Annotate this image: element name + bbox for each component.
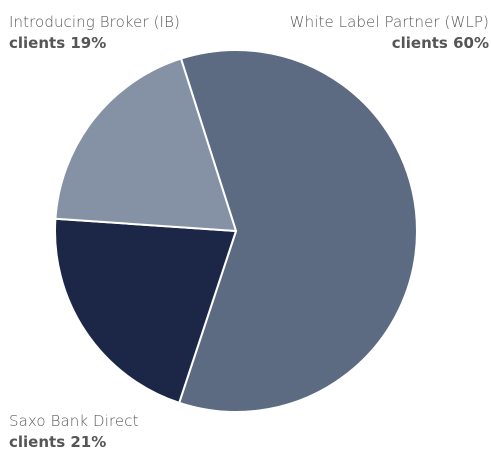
pie-slice-introducing-broker-ib [54,57,237,232]
label-introducing-broker-value: clients 19% [9,34,107,52]
label-introducing-broker-name: Introducing Broker (IB) [9,13,180,31]
pie-slices [54,49,418,413]
label-white-label-partner-name: White Label Partner (WLP) [289,13,489,31]
label-white-label-partner: White Label Partner (WLP) clients 60% [290,12,489,54]
pie-slice-white-label-partner-wlp [178,49,418,413]
label-introducing-broker: Introducing Broker (IB) clients 19% [9,12,180,54]
label-saxo-bank-direct-value: clients 21% [9,433,107,451]
label-saxo-bank-direct-name: Saxo Bank Direct [9,412,139,430]
label-saxo-bank-direct: Saxo Bank Direct clients 21% [9,411,139,453]
label-white-label-partner-value: clients 60% [391,34,489,52]
pie-slice-saxo-bank-direct [54,217,237,404]
